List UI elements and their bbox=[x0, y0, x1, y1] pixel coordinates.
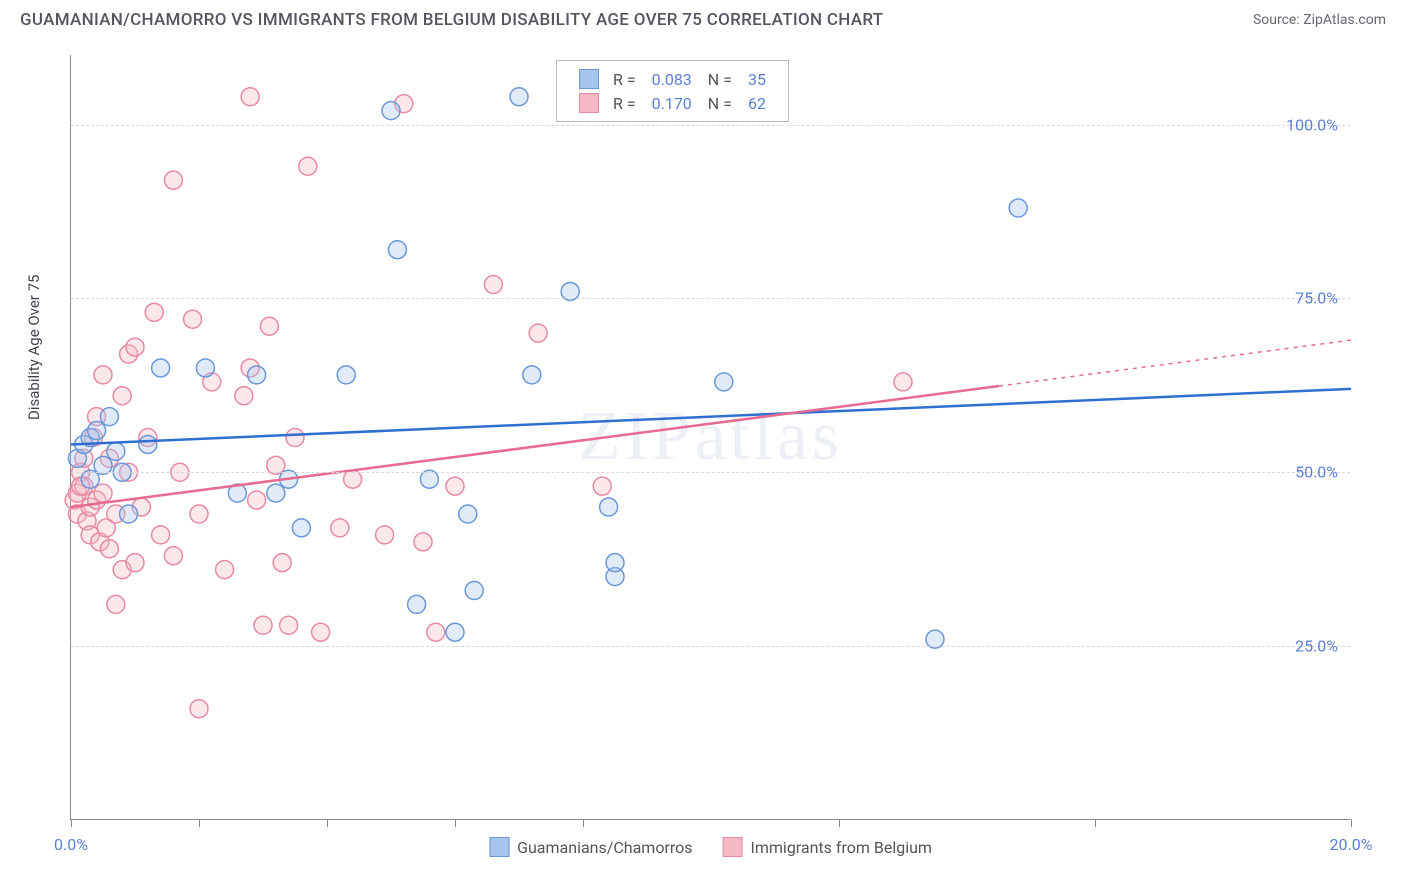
x-tick bbox=[839, 819, 840, 827]
n-label: N = bbox=[700, 67, 740, 91]
chart-plot-area: ZIPatlas R = 0.083 N = 35 R = 0.170 N = … bbox=[70, 55, 1350, 820]
legend-swatch-a bbox=[489, 837, 509, 857]
legend-label-a: Guamanians/Chamorros bbox=[517, 838, 692, 857]
source-label: Source: ZipAtlas.com bbox=[1253, 12, 1386, 28]
gridline-h bbox=[71, 125, 1350, 126]
gridline-h bbox=[71, 298, 1350, 299]
y-tick-label: 25.0% bbox=[1295, 637, 1338, 656]
correlation-legend: R = 0.083 N = 35 R = 0.170 N = 62 bbox=[556, 60, 789, 122]
x-tick-label: 0.0% bbox=[54, 835, 88, 854]
r-label: R = bbox=[605, 67, 644, 91]
legend-item-a: Guamanians/Chamorros bbox=[489, 837, 692, 857]
legend-row-a: R = 0.083 N = 35 bbox=[571, 67, 774, 91]
gridline-h bbox=[71, 472, 1350, 473]
n-label: N = bbox=[700, 91, 740, 115]
y-tick-label: 50.0% bbox=[1295, 463, 1338, 482]
chart-title: GUAMANIAN/CHAMORRO VS IMMIGRANTS FROM BE… bbox=[20, 10, 883, 30]
n-value: 62 bbox=[740, 91, 774, 115]
x-tick bbox=[455, 819, 456, 827]
r-value: 0.083 bbox=[644, 67, 700, 91]
r-value: 0.170 bbox=[644, 91, 700, 115]
gridline-h bbox=[71, 646, 1350, 647]
y-tick-label: 75.0% bbox=[1295, 289, 1338, 308]
x-tick bbox=[583, 819, 584, 827]
x-tick bbox=[327, 819, 328, 827]
legend-swatch-a bbox=[579, 69, 599, 89]
x-tick bbox=[71, 819, 72, 827]
y-tick-label: 100.0% bbox=[1286, 115, 1338, 134]
x-tick bbox=[1351, 819, 1352, 827]
legend-row-b: R = 0.170 N = 62 bbox=[571, 91, 774, 115]
legend-swatch-b bbox=[579, 93, 599, 113]
r-label: R = bbox=[605, 91, 644, 115]
scatter-svg bbox=[71, 55, 1350, 819]
legend-swatch-b bbox=[723, 837, 743, 857]
x-tick bbox=[199, 819, 200, 827]
y-axis-label: Disability Age Over 75 bbox=[25, 275, 43, 420]
legend-label-b: Immigrants from Belgium bbox=[751, 838, 932, 857]
series-legend: Guamanians/Chamorros Immigrants from Bel… bbox=[489, 837, 932, 857]
n-value: 35 bbox=[740, 67, 774, 91]
x-tick-label: 20.0% bbox=[1330, 835, 1373, 854]
legend-item-b: Immigrants from Belgium bbox=[723, 837, 932, 857]
x-tick bbox=[1095, 819, 1096, 827]
